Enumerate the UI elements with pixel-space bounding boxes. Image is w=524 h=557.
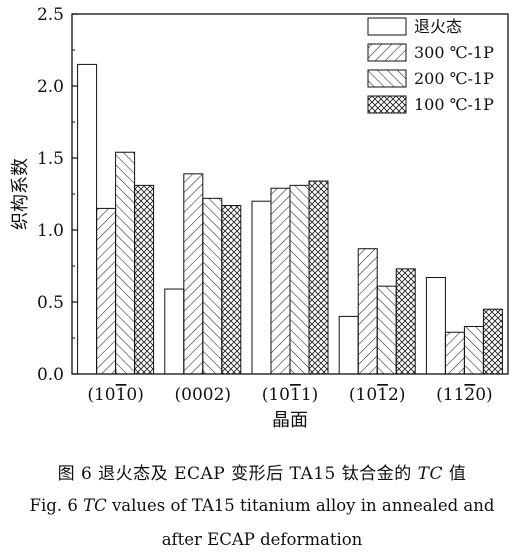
x-tick-label: (1120) — [436, 385, 493, 405]
bar — [463, 325, 484, 375]
legend-swatch — [367, 17, 407, 36]
legend-label: 200 ℃-1P — [414, 69, 494, 88]
caption-en-prefix: Fig. 6 — [29, 496, 84, 515]
figure-caption-en-line1: Fig. 6 TC values of TA15 titanium alloy … — [0, 496, 524, 515]
figure-caption-zh: 图 6 退火态及 ECAP 变形后 TA15 钛合金的 TC 值 — [0, 459, 524, 484]
bar — [202, 197, 223, 375]
caption-zh-suffix: 值 — [443, 464, 467, 484]
legend-swatch — [367, 95, 407, 114]
bar — [395, 268, 416, 375]
y-tick-label: 1.0 — [37, 221, 64, 241]
bar-chart: 0.0 0.5 1.0 1.5 2.0 2.5 (1010) (0002) (1011) (101… — [10, 5, 509, 431]
bar — [77, 63, 98, 375]
y-tick-label: 0.5 — [37, 293, 64, 313]
bar — [444, 331, 465, 375]
bar — [482, 308, 503, 375]
bar — [115, 151, 136, 375]
x-tick-label: (1010) — [87, 385, 144, 405]
x-tick-label: (0002) — [175, 385, 232, 405]
bar — [357, 248, 378, 375]
x-tick-label: (1012) — [349, 385, 406, 405]
y-tick-label: 1.5 — [37, 149, 64, 169]
bar — [221, 205, 242, 375]
y-axis-title: 织构系数 — [10, 158, 31, 230]
caption-zh-prefix: 图 6 退火态及 ECAP 变形后 TA15 钛合金的 — [57, 464, 418, 484]
caption-zh-tc: TC — [417, 464, 444, 484]
caption-en-tc: TC — [83, 496, 107, 515]
legend: 退火态 300 ℃-1P 200 ℃-1P 100 ℃-1P — [367, 17, 494, 114]
legend-swatch — [367, 69, 407, 88]
bar — [289, 184, 310, 375]
bars-layer — [77, 63, 503, 375]
y-tick-label: 2.5 — [37, 5, 64, 25]
caption-en-line1-rest: values of TA15 titanium alloy in anneale… — [106, 496, 495, 515]
bar — [338, 315, 359, 375]
legend-swatch — [367, 43, 407, 62]
legend-label: 退火态 — [414, 17, 462, 36]
bar — [96, 207, 117, 375]
legend-label: 300 ℃-1P — [414, 43, 494, 62]
bar — [183, 173, 204, 375]
figure-caption-en-line2: after ECAP deformation — [161, 530, 363, 549]
x-tick-label: (1011) — [262, 385, 319, 405]
bar — [376, 285, 397, 375]
bar — [425, 277, 446, 375]
y-tick-label: 2.0 — [37, 77, 64, 97]
bar — [308, 180, 329, 375]
axes-layer: 0.0 0.5 1.0 1.5 2.0 2.5 (1010) (0002) (1011) (101… — [10, 5, 509, 431]
bar — [164, 288, 185, 375]
y-tick-label: 0.0 — [37, 365, 64, 385]
x-axis-title: 晶面 — [272, 410, 308, 431]
legend-label: 100 ℃-1P — [414, 95, 494, 114]
bar — [134, 184, 155, 375]
bar — [251, 200, 272, 375]
bar — [270, 187, 291, 375]
